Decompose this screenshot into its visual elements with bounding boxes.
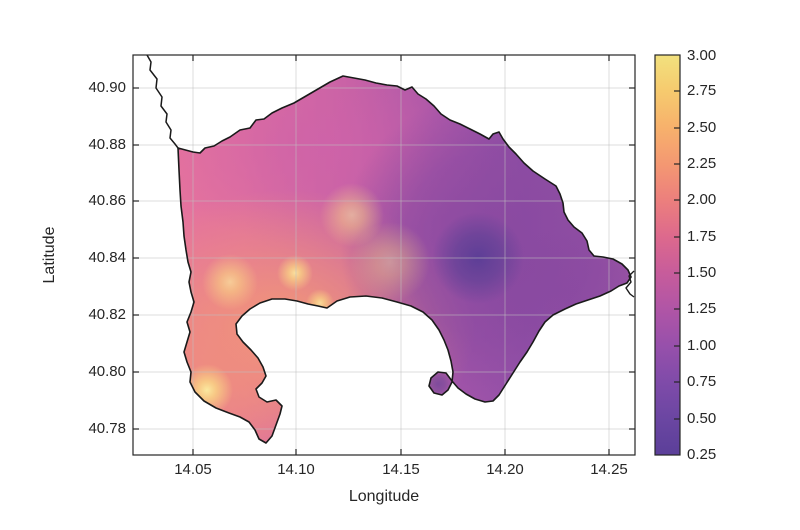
coastline-right-fragment	[625, 270, 635, 298]
colorbar-tick-label: 1.50	[687, 264, 717, 281]
colorbar-tick-label: 2.00	[687, 191, 717, 208]
y-tick-label: 40.84	[88, 249, 126, 266]
coastline-northwest	[146, 54, 179, 149]
y-tick-label: 40.80	[88, 363, 126, 380]
x-tick-label: 14.15	[382, 461, 420, 478]
x-tick-label: 14.10	[277, 461, 315, 478]
y-axis-label: Latitude	[41, 226, 58, 284]
colorbar-tick-label: 2.50	[687, 119, 717, 136]
axis-ticks	[133, 55, 635, 455]
colorbar-tick-label: 1.75	[687, 228, 717, 245]
colorbar-tick-label: 1.00	[687, 337, 717, 354]
colorbar-tick-label: 2.25	[687, 155, 717, 172]
colorbar	[654, 54, 681, 456]
region-outline	[177, 75, 632, 444]
colorbar-tick-label: 0.25	[687, 446, 717, 463]
colorbar-tick-label: 0.75	[687, 373, 717, 390]
y-tick-label: 40.90	[88, 79, 126, 96]
x-tick-label: 14.25	[590, 461, 628, 478]
colorbar-ticks	[674, 90, 680, 420]
x-tick-label: 14.05	[174, 461, 212, 478]
y-tick-label: 40.86	[88, 192, 126, 209]
y-tick-label: 40.82	[88, 306, 126, 323]
x-tick-label: 14.20	[486, 461, 524, 478]
colorbar-tick-label: 2.75	[687, 82, 717, 99]
colorbar-tick-label: 1.25	[687, 300, 717, 317]
colorbar-tick-label: 0.50	[687, 410, 717, 427]
colorbar-tick-label: 3.00	[687, 47, 717, 64]
x-axis-label: Longitude	[348, 488, 420, 505]
y-tick-label: 40.88	[88, 136, 126, 153]
y-tick-label: 40.78	[88, 420, 126, 437]
axes-box	[132, 54, 636, 456]
